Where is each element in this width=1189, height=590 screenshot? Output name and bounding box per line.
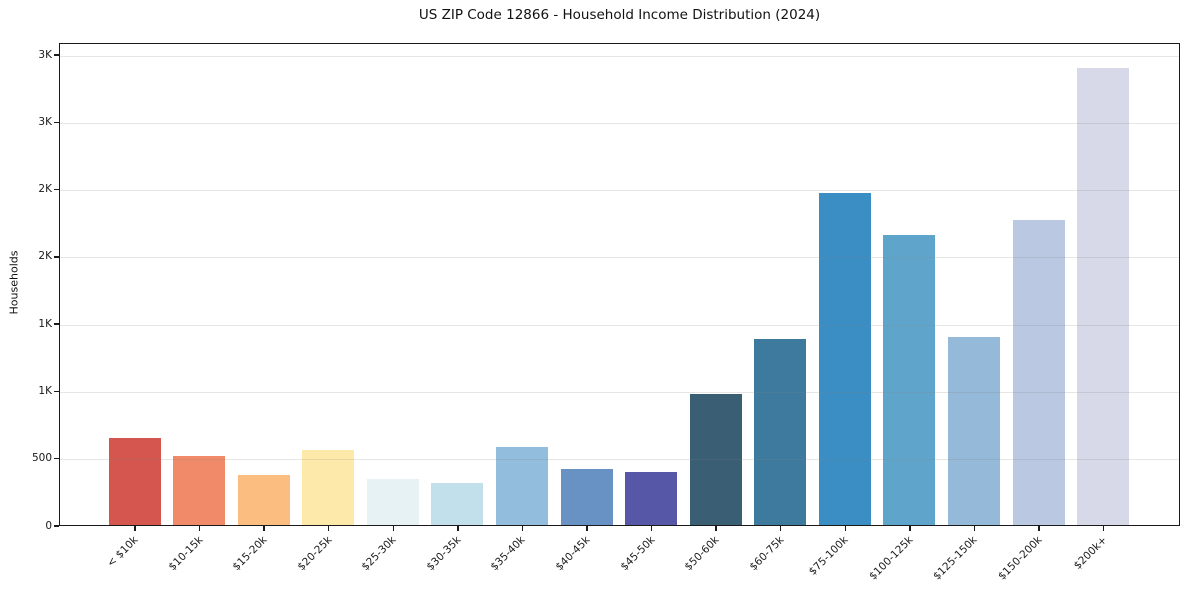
bar--60-75k	[754, 338, 807, 525]
x-tick-label: $125-150k	[931, 534, 980, 583]
y-tick	[54, 188, 59, 191]
bar--15-20k	[237, 474, 290, 525]
bar--40-45k	[560, 468, 613, 525]
y-tick-label: 1K	[38, 317, 52, 330]
x-tick-label: $150-200k	[995, 534, 1045, 583]
bar--100-125k	[883, 235, 936, 525]
gridline-2500	[60, 190, 1179, 192]
bar--35-40k	[496, 446, 549, 525]
bar--10k	[108, 438, 161, 525]
x-tick	[263, 526, 265, 531]
x-tick	[521, 526, 524, 531]
y-tick-label: 2K	[38, 250, 52, 263]
gridline-3500	[60, 55, 1179, 57]
bar--30-35k	[431, 482, 484, 525]
x-tick	[198, 526, 201, 531]
y-tick	[54, 323, 59, 325]
x-tick-label: $40-45k	[553, 534, 593, 574]
gridline-1000	[60, 391, 1179, 393]
x-tick	[134, 526, 136, 531]
y-tick-label: 500	[31, 452, 52, 465]
x-tick	[973, 526, 976, 531]
x-tick-label: $50-60k	[682, 534, 722, 574]
bar--200k+	[1077, 67, 1130, 525]
x-tick	[1038, 526, 1040, 531]
x-tick-label: $25-30k	[359, 534, 399, 574]
x-tick	[392, 526, 394, 531]
bar--20-25k	[302, 449, 355, 525]
bar--50-60k	[689, 393, 742, 525]
x-tick	[650, 526, 653, 531]
y-tick	[54, 390, 59, 393]
x-tick	[586, 526, 588, 531]
y-tick-label: 1K	[38, 384, 52, 397]
bar--125-150k	[948, 337, 1000, 525]
gridline-500	[60, 459, 1179, 461]
x-tick	[909, 526, 911, 531]
x-tick-label: $30-35k	[424, 534, 464, 574]
x-tick	[844, 526, 846, 531]
y-tick	[54, 458, 59, 460]
y-tick	[54, 256, 59, 258]
x-tick	[1102, 526, 1105, 531]
x-tick-label: $35-40k	[488, 534, 528, 574]
x-tick	[715, 526, 717, 531]
x-tick-label: $15-20k	[230, 534, 270, 574]
x-tick-label: $200k+	[1071, 534, 1110, 572]
plot-area	[59, 43, 1180, 526]
y-tick-label: 3K	[38, 115, 52, 128]
gridline-2000	[60, 257, 1179, 259]
bar--45-50k	[625, 471, 678, 525]
x-tick-label: $60-75k	[747, 534, 787, 574]
bar--150-200k	[1012, 220, 1065, 525]
gridline-1500	[60, 324, 1179, 326]
x-tick-label: $20-25k	[295, 534, 335, 574]
y-tick	[54, 54, 59, 56]
x-tick-label: < $10k	[104, 534, 141, 570]
x-tick-label: $75-100k	[806, 534, 851, 578]
x-tick-label: $100-125k	[866, 534, 916, 583]
x-tick	[457, 526, 459, 531]
x-tick-label: $45-50k	[617, 534, 658, 574]
y-tick-label: 3K	[38, 48, 52, 61]
chart-title: US ZIP Code 12866 - Household Income Dis…	[418, 7, 821, 23]
y-tick-label: 0	[45, 519, 52, 532]
bar--75-100k	[818, 192, 871, 525]
y-tick	[54, 121, 59, 124]
bar--25-30k	[366, 479, 419, 525]
y-tick	[54, 525, 59, 527]
y-tick-label: 2K	[38, 183, 52, 196]
bar--10-15k	[173, 456, 226, 525]
x-tick-label: $10-15k	[165, 534, 206, 574]
gridline-3000	[60, 122, 1179, 124]
x-tick	[328, 526, 330, 531]
x-tick	[780, 526, 782, 531]
